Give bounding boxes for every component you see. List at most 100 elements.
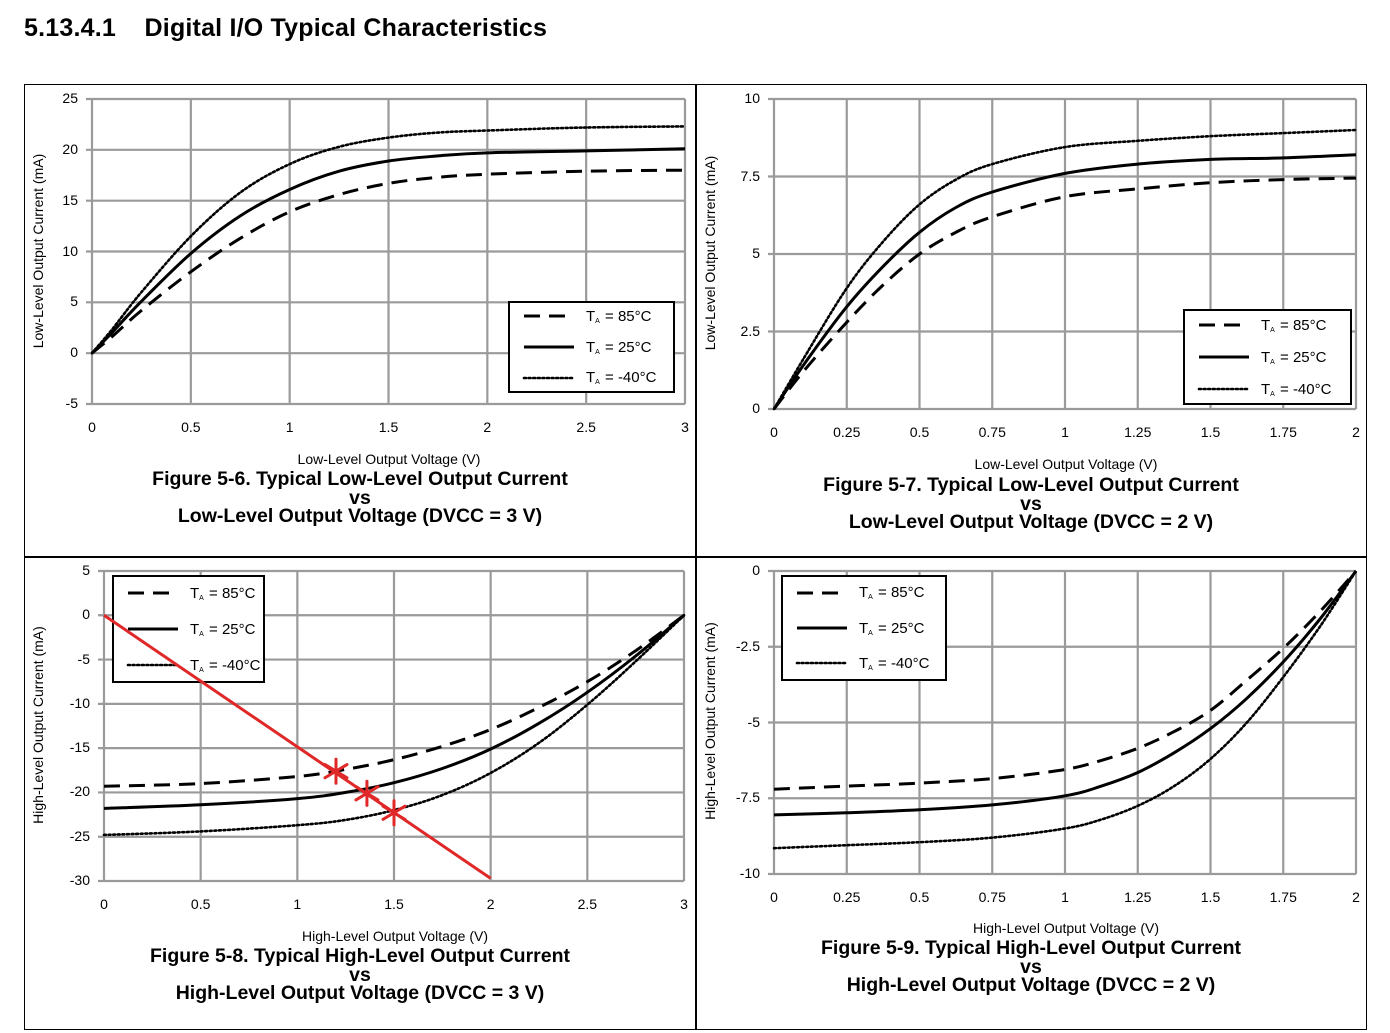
y-tick-label: -5 bbox=[747, 713, 760, 730]
series-curve bbox=[772, 128, 1358, 411]
legend: TA = 85°C TA = 25°C TA = -40°C bbox=[112, 575, 265, 683]
x-tick-label: 1.5 bbox=[1200, 889, 1221, 905]
figure-caption: Figure 5-6. Typical Low-Level Output Cur… bbox=[60, 468, 660, 526]
x-tick-label: 0 bbox=[770, 424, 778, 440]
y-tick-label: -10 bbox=[739, 865, 760, 881]
legend-label: TA = -40°C bbox=[586, 369, 657, 387]
x-tick-label: 2 bbox=[483, 419, 492, 435]
x-axis-label: Low-Level Output Voltage (V) bbox=[297, 451, 481, 467]
y-tick-label: 10 bbox=[62, 242, 78, 259]
asterisk-marker-icon bbox=[323, 757, 349, 785]
x-tick-label: 0 bbox=[88, 419, 96, 435]
legend-item: TA = 85°C bbox=[522, 306, 651, 326]
y-tick-label: -2.5 bbox=[735, 637, 760, 654]
series-curve bbox=[103, 614, 685, 788]
x-tick-label: 1.5 bbox=[1200, 424, 1221, 440]
y-tick-label: -10 bbox=[69, 694, 90, 711]
caption-vs: vs bbox=[349, 486, 371, 509]
legend-label: TA = 85°C bbox=[586, 307, 652, 325]
x-tick-label: 0.5 bbox=[190, 896, 211, 912]
x-tick-label: 1 bbox=[1061, 424, 1069, 440]
caption-vs: vs bbox=[1020, 955, 1042, 978]
chart-fig-5-6: 0 0.5 1 1.5 2 2.5 3 25 20 15 10 5 0 -5 Low-Level Outp… bbox=[0, 0, 700, 557]
legend-label: TA = 85°C bbox=[859, 584, 925, 602]
legend-item: TA = -40°C bbox=[1197, 379, 1331, 399]
chart-fig-5-8: 0 0.5 1 1.5 2 2.5 3 5 0 -5 -10 -15 -20 -25 -30 High-Le… bbox=[30, 562, 688, 1004]
dotted-line-swatch-icon bbox=[1197, 387, 1251, 391]
legend-label: TA = 85°C bbox=[190, 584, 256, 602]
x-tick-label: 2.5 bbox=[576, 419, 596, 435]
dashed-line-swatch-icon bbox=[128, 591, 178, 595]
x-tick-label: 0 bbox=[770, 889, 778, 905]
x-tick-label: 1.75 bbox=[1269, 424, 1297, 440]
legend-item: TA = 85°C bbox=[1197, 315, 1326, 335]
solid-line-swatch-icon bbox=[524, 345, 574, 349]
caption-vs: vs bbox=[1020, 492, 1042, 515]
figure-caption: Figure 5-8. Typical High-Level Output Cu… bbox=[60, 946, 660, 1004]
series-curve bbox=[772, 176, 1357, 410]
series-curve bbox=[90, 147, 686, 355]
legend-label: TA = -40°C bbox=[1261, 380, 1332, 398]
x-tick-label: 2 bbox=[1352, 424, 1360, 440]
x-tick-label: 1.25 bbox=[1124, 424, 1152, 440]
x-tick-label: 0.75 bbox=[978, 424, 1006, 440]
legend-label: TA = 85°C bbox=[1261, 316, 1327, 334]
legend-label: TA = 25°C bbox=[859, 619, 925, 637]
x-tick-label: 1 bbox=[1061, 889, 1069, 905]
legend-label: TA = 25°C bbox=[586, 338, 652, 356]
legend: TA = 85°C TA = 25°C TA = -40°C bbox=[781, 575, 947, 681]
caption-line-2: Low-Level Output Voltage (DVCC = 2 V) bbox=[848, 511, 1214, 533]
caption-line-1: Figure 5-6. Typical Low-Level Output Cur… bbox=[152, 468, 568, 490]
y-tick-label: 20 bbox=[62, 140, 78, 157]
x-tick-label: 0.5 bbox=[909, 424, 930, 440]
legend: TA = 85°C TA = 25°C TA = -40°C bbox=[1183, 309, 1352, 405]
solid-line-swatch-icon bbox=[797, 626, 847, 630]
y-tick-label: -5 bbox=[65, 395, 78, 411]
x-axis-label: High-Level Output Voltage (V) bbox=[302, 928, 488, 944]
y-tick-label: 25 bbox=[62, 90, 78, 106]
dotted-line-swatch-icon bbox=[522, 376, 576, 379]
x-axis-label: High-Level Output Voltage (V) bbox=[973, 920, 1159, 936]
x-tick-label: 2.5 bbox=[577, 896, 598, 912]
series-curve bbox=[772, 153, 1357, 410]
figure-caption: Figure 5-9. Typical High-Level Output Cu… bbox=[731, 938, 1331, 996]
y-tick-label: 15 bbox=[62, 191, 78, 208]
y-tick-label: 0 bbox=[70, 344, 78, 361]
x-tick-label: 2 bbox=[486, 896, 495, 912]
legend-label: TA = 25°C bbox=[1261, 348, 1327, 366]
y-tick-label: -30 bbox=[69, 872, 90, 888]
y-tick-label: -25 bbox=[69, 827, 90, 844]
series-curve bbox=[90, 125, 687, 355]
legend-label: TA = -40°C bbox=[190, 656, 261, 674]
dotted-line-swatch-icon bbox=[795, 662, 849, 665]
x-tick-label: 1.25 bbox=[1124, 889, 1152, 905]
x-tick-label: 1 bbox=[285, 419, 294, 435]
x-tick-label: 1.5 bbox=[384, 896, 404, 912]
legend-item: TA = 25°C bbox=[126, 619, 255, 639]
y-tick-label: 5 bbox=[70, 293, 78, 310]
y-tick-label: -20 bbox=[69, 783, 90, 800]
series-curve bbox=[103, 614, 685, 810]
legend-item: TA = -40°C bbox=[126, 655, 260, 675]
legend-label: TA = 25°C bbox=[190, 620, 256, 638]
y-tick-label: -5 bbox=[77, 650, 90, 667]
solid-line-swatch-icon bbox=[128, 627, 178, 631]
section-title: 5.13.4.1 Digital I/O Typical Characteris… bbox=[24, 14, 548, 42]
solid-line-swatch-icon bbox=[1199, 355, 1249, 359]
caption-line-2: High-Level Output Voltage (DVCC = 3 V) bbox=[175, 982, 545, 1004]
y-tick-label: 0 bbox=[752, 562, 760, 578]
x-tick-label: 0.75 bbox=[978, 889, 1006, 905]
caption-line-1: Figure 5-7. Typical Low-Level Output Cur… bbox=[823, 474, 1239, 496]
legend-item: TA = 85°C bbox=[795, 583, 924, 603]
caption-vs: vs bbox=[349, 963, 371, 986]
y-tick-label: 2.5 bbox=[740, 322, 760, 339]
caption-line-2: High-Level Output Voltage (DVCC = 2 V) bbox=[846, 974, 1216, 996]
x-tick-label: 3 bbox=[681, 419, 689, 435]
x-tick-label: 1 bbox=[293, 896, 302, 912]
figure-caption: Figure 5-7. Typical Low-Level Output Cur… bbox=[731, 474, 1331, 533]
series-curve bbox=[91, 168, 686, 355]
x-tick-label: 0.5 bbox=[909, 889, 930, 905]
legend-item: TA = -40°C bbox=[795, 653, 929, 673]
